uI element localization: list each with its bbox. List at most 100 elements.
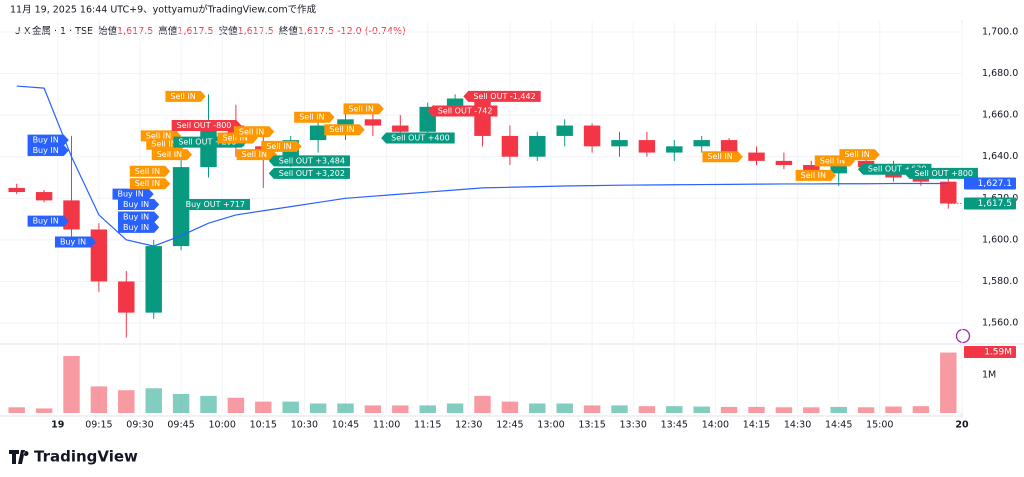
candle-body (611, 140, 628, 147)
volume-bar (529, 403, 546, 413)
candle-body (693, 140, 710, 147)
vwap-label: 1,627.1 (978, 179, 1012, 189)
y-tick-label: 1,640.0 (982, 151, 1018, 162)
y-tick-label: 1,660.0 (982, 110, 1018, 121)
x-tick-label: 10:15 (250, 420, 277, 431)
volume-bar (693, 406, 710, 413)
last-price-label: 1,617.5 (978, 199, 1012, 209)
trade-label: Sell IN (324, 124, 365, 136)
trade-flag (233, 126, 275, 138)
trade-flag (27, 215, 69, 227)
trade-label: Sell IN (151, 149, 193, 161)
trade-flag (343, 103, 384, 115)
trade-flag (129, 178, 171, 190)
trade-label: Buy IN (27, 144, 69, 156)
x-tick-label: 14:30 (784, 420, 811, 431)
candle-body (474, 98, 491, 136)
trade-text: Buy IN (33, 146, 59, 155)
trade-label: Sell IN (233, 126, 275, 138)
candle-body (337, 119, 354, 126)
x-tick-label: 09:45 (167, 420, 194, 431)
candle-body (118, 281, 135, 313)
last-price-badge (964, 197, 1016, 210)
trade-text: Buy IN (123, 223, 149, 232)
trade-label: Sell IN (165, 90, 206, 102)
trade-text: Buy OUT +717 (186, 200, 245, 209)
volume-bar (830, 406, 847, 413)
trade-text: Sell OUT -1,442 (473, 92, 535, 101)
trade-label: Sell IN (795, 169, 836, 181)
trade-flag (175, 199, 251, 211)
trade-text: Sell IN (329, 125, 354, 134)
volume-bar (775, 407, 793, 413)
trade-text: Buy IN (33, 136, 59, 145)
candle-body (446, 98, 464, 107)
trade-text: Sell IN (151, 140, 176, 149)
trade-flag (795, 169, 836, 181)
x-tick-label: 13:45 (661, 420, 688, 431)
trade-text: Sell OUT +3,484 (279, 156, 345, 165)
volume-tick-label: 1M (982, 370, 996, 381)
x-tick-label: 14:45 (825, 420, 852, 431)
y-tick-label: 1,700.0 (982, 26, 1018, 37)
trade-flag (117, 211, 160, 223)
trade-label: Sell IN (261, 140, 302, 152)
header-item: 1,617.5 (177, 26, 213, 37)
x-tick-label: 13:15 (578, 420, 605, 431)
trade-label: Sell IN (702, 151, 743, 163)
header-item: 高値 (158, 25, 178, 37)
header-item: 1,617.5 (117, 26, 153, 37)
candle-body (63, 200, 80, 230)
volume-bar (8, 407, 25, 413)
trade-text: Sell IN (242, 150, 267, 159)
last-volume-badge (964, 346, 1016, 358)
candle-body (392, 125, 409, 132)
trade-flag (171, 120, 242, 132)
candle-body (748, 152, 765, 161)
x-tick-label: 13:00 (537, 420, 564, 431)
trade-text: Sell IN (239, 127, 264, 136)
trade-flag (294, 111, 335, 123)
volume-bar (720, 406, 738, 413)
volume-bar (748, 406, 765, 413)
caption: 11月 19, 2025 16:44 UTC+9、yottyamuがTradin… (10, 4, 317, 16)
trade-flag (27, 144, 69, 156)
volume-bar (337, 403, 354, 413)
trade-label: Buy IN (117, 211, 160, 223)
trade-flag (117, 199, 160, 211)
x-tick-label: 14:15 (743, 420, 770, 431)
volume-bar (666, 406, 683, 413)
logo-mark (9, 450, 29, 464)
trade-text: Buy IN (60, 237, 86, 246)
x-tick-label: 15:00 (866, 420, 893, 431)
trade-label: Buy IN (112, 188, 154, 200)
trade-label: Sell IN (294, 111, 335, 123)
candle-body (90, 229, 108, 282)
header-item: 安値 (219, 25, 239, 37)
trade-text: Sell IN (146, 131, 171, 140)
last-volume-label: 1.59M (984, 348, 1012, 358)
y-tick-label: 1,580.0 (982, 276, 1018, 287)
trade-flag (839, 149, 880, 161)
candle-body (666, 146, 683, 153)
alert-icon[interactable] (955, 328, 971, 344)
trade-text: Sell OUT +400 (391, 134, 450, 143)
header-item: 1,617.5 (238, 26, 274, 37)
trade-label: Sell OUT -742 (427, 105, 498, 117)
trade-flag (427, 105, 498, 117)
trade-flag (112, 188, 154, 200)
trade-label: Sell OUT -1,442 (463, 90, 541, 102)
trade-text: Sell IN (844, 150, 869, 159)
x-tick-label: 09:30 (126, 420, 153, 431)
volume-bar (392, 405, 409, 413)
volume-bar (118, 390, 135, 413)
trade-text: Sell IN (801, 171, 826, 180)
trade-text: Sell OUT -742 (438, 106, 493, 115)
trade-label: Sell IN (129, 178, 171, 190)
header-item: 終値 (279, 25, 299, 37)
trade-label: Sell OUT +3,202 (268, 167, 350, 179)
trade-text: Sell IN (135, 167, 160, 176)
trade-text: Sell OUT +630 (868, 165, 927, 174)
candle-body (912, 177, 930, 182)
